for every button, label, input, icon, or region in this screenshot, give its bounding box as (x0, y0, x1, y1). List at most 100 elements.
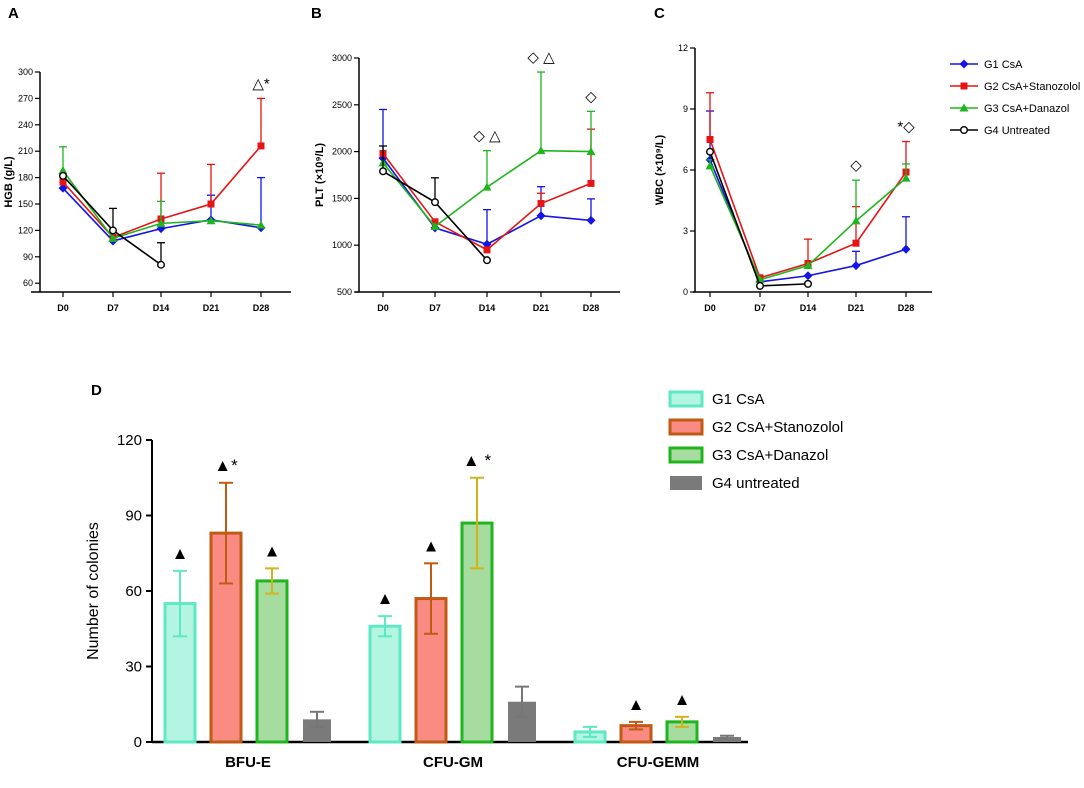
y-axis-label: PLT (×10⁹/L) (314, 143, 326, 207)
y-tick-label: 210 (18, 146, 33, 156)
panel-letter: B (311, 5, 322, 22)
legend-label: G2 CsA+Stanozolol (984, 81, 1080, 93)
data-point (803, 271, 813, 281)
x-tick-label: CFU-GEMM (617, 754, 700, 771)
y-tick-label: 120 (18, 225, 33, 235)
data-point (852, 239, 860, 247)
significance-label: ▲ (377, 589, 394, 608)
legend-marker (959, 59, 969, 69)
significance-label: ◇ (850, 157, 862, 174)
bar (255, 579, 289, 744)
legend-swatch (668, 418, 704, 436)
data-point (483, 256, 492, 265)
data-point (58, 183, 68, 193)
legend-label: G4 Untreated (984, 125, 1050, 137)
data-point (482, 182, 492, 191)
significance-label: ◇ △ (473, 128, 501, 145)
x-tick-label: D28 (253, 303, 270, 313)
data-point (851, 261, 861, 271)
data-point (59, 178, 67, 186)
significance-label: ▲ (674, 690, 691, 709)
y-tick-label: 500 (337, 287, 352, 297)
significance-label: ▲ (264, 541, 281, 560)
bar (303, 719, 331, 742)
data-point (851, 216, 861, 225)
data-point (803, 261, 813, 270)
y-tick-label: 90 (23, 252, 33, 262)
panel-A: A 60 90 120 150 180 210 240 270 300 D0 D7 D14 D21 D28 H… (3, 5, 291, 313)
y-tick-label: 300 (18, 67, 33, 77)
legend-marker (960, 82, 968, 90)
legend-marker (959, 103, 969, 112)
x-tick-label: D7 (429, 303, 441, 313)
x-tick-label: D28 (583, 303, 600, 313)
legend-label: G1 CsA (984, 59, 1023, 71)
y-axis-label: Number of colonies (85, 522, 102, 660)
panel-B: B 500 1000 1500 2000 2500 3000 D0 D7 D14 D21 D28 PLT… (311, 5, 620, 313)
y-tick-label: 2500 (332, 100, 352, 110)
data-point (431, 218, 439, 226)
significance-label: ▲ (628, 695, 645, 714)
y-tick-label: 240 (18, 120, 33, 130)
legend-label: G3 CsA+Danazol (712, 447, 828, 464)
data-point (256, 220, 266, 229)
x-tick-label: D0 (377, 303, 389, 313)
data-point (206, 216, 216, 225)
y-axis-label: HGB (g/L) (3, 156, 15, 208)
x-tick-label: D14 (800, 303, 817, 313)
legend-swatch (668, 390, 704, 408)
legend-label: G2 CsA+Stanozolol (712, 419, 843, 436)
data-point (430, 221, 440, 230)
data-point (257, 142, 265, 150)
legend-line-charts: G1 CsA G2 CsA+Stanozolol G3 CsA+Danazol G4 … (950, 59, 1080, 137)
significance-label: ▲* (214, 456, 238, 475)
y-tick-label: 150 (18, 199, 33, 209)
y-tick-label: 60 (23, 278, 33, 288)
x-tick-label: D7 (107, 303, 119, 313)
panel-letter: D (91, 382, 102, 399)
y-tick-label: 30 (125, 659, 142, 676)
data-point (156, 218, 166, 227)
x-tick-label: D14 (153, 303, 170, 313)
y-tick-label: 270 (18, 93, 33, 103)
y-tick-label: 3 (683, 226, 688, 236)
y-tick-label: 0 (134, 734, 142, 751)
panel-letter: A (8, 5, 19, 22)
x-tick-label: D28 (898, 303, 915, 313)
series-line (709, 151, 809, 287)
data-point (756, 281, 765, 290)
x-tick-label: D21 (848, 303, 865, 313)
data-point (483, 246, 491, 254)
data-point (537, 200, 545, 208)
y-tick-label: 1500 (332, 193, 352, 203)
x-tick-label: D21 (203, 303, 220, 313)
y-tick-label: 180 (18, 173, 33, 183)
significance-label: ◇ (585, 88, 597, 105)
data-point (59, 171, 68, 180)
legend-marker (960, 125, 969, 134)
x-tick-label: D0 (57, 303, 69, 313)
y-tick-label: 6 (683, 165, 688, 175)
data-point (706, 136, 714, 143)
bar (713, 736, 741, 742)
x-tick-label: D14 (479, 303, 496, 313)
data-point (108, 233, 118, 242)
y-tick-label: 120 (117, 432, 142, 449)
x-tick-label: D0 (704, 303, 716, 313)
x-tick-label: D7 (754, 303, 766, 313)
data-point (108, 226, 117, 235)
data-point (379, 167, 388, 176)
data-point (705, 161, 715, 170)
data-point (901, 173, 911, 182)
data-point (586, 215, 596, 225)
data-point (156, 260, 165, 269)
x-tick-label: BFU-E (225, 754, 271, 771)
bar (368, 624, 402, 744)
panel-D: D 0 30 60 90 120 Number of colonies BFU-E CFU-GM… (85, 382, 748, 771)
legend-bar-chart: G1 CsA G2 CsA+Stanozolol G3 CsA+Danazol G4 … (668, 390, 843, 492)
data-point (586, 147, 596, 156)
y-tick-label: 90 (125, 508, 142, 525)
legend-swatch (670, 476, 702, 490)
y-tick-label: 0 (683, 287, 688, 297)
